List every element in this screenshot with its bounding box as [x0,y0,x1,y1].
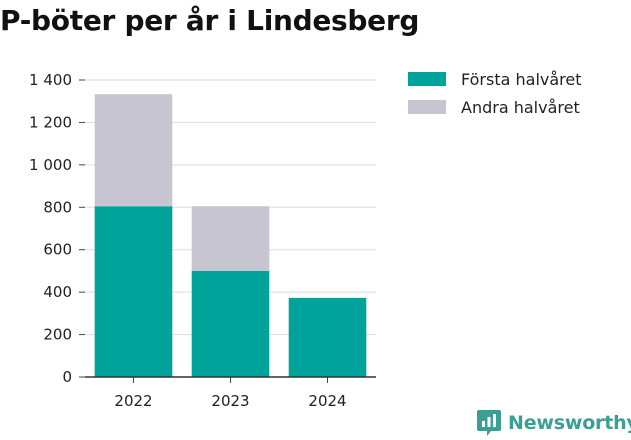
legend-label-1: Första halvåret [461,70,582,89]
bars [94,94,367,377]
bar-2022-series-1 [94,206,173,377]
bar-2022-series-2 [94,94,173,207]
y-tick-label: 1 400 [29,71,72,89]
brand-name: Newsworthy [508,412,631,434]
y-tick-label: 1 000 [29,156,72,174]
chart-title: P-böter per år i Lindesberg [0,4,420,37]
legend: Första halvåret Andra halvåret [408,70,582,117]
bar-2023-series-2 [191,206,270,271]
y-tick-label: 1 200 [29,113,72,131]
legend-label-2: Andra halvåret [461,98,580,117]
bar-2023-series-1 [191,270,270,377]
legend-swatch-2 [408,100,446,114]
y-tick-label: 0 [62,368,72,386]
y-tick-label: 200 [43,326,72,344]
x-tick-label: 2023 [211,392,249,410]
brand-logo: Newsworthy [476,406,631,440]
y-tick-label: 400 [43,283,72,301]
y-tick-label: 600 [43,241,72,259]
legend-swatch-1 [408,72,446,86]
x-tick-label: 2024 [308,392,346,410]
bar-2024-series-1 [288,297,367,377]
y-tick-label: 800 [43,198,72,216]
axes: 0 200 400 600 800 1 000 1 200 1 400 2022 2023 2024 [29,71,376,410]
x-tick-label: 2022 [114,392,152,410]
newsworthy-logo-icon [477,410,501,436]
